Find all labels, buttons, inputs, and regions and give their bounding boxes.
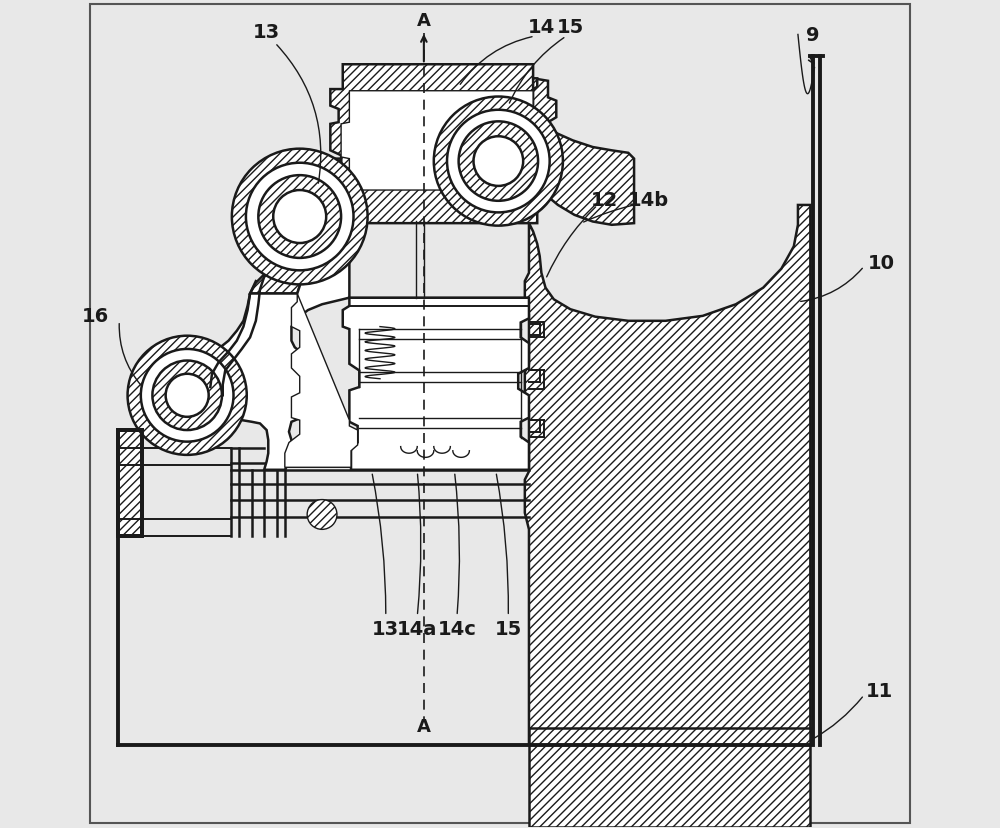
Polygon shape	[210, 257, 349, 470]
Polygon shape	[525, 205, 810, 744]
Circle shape	[128, 336, 247, 455]
Circle shape	[166, 374, 209, 417]
Text: 16: 16	[82, 307, 109, 326]
Circle shape	[447, 111, 550, 213]
Text: 14c: 14c	[438, 619, 476, 638]
Polygon shape	[118, 431, 142, 537]
Circle shape	[246, 164, 354, 271]
Circle shape	[141, 349, 234, 442]
Text: A: A	[417, 12, 431, 31]
Text: 15: 15	[495, 619, 522, 638]
Circle shape	[459, 123, 538, 201]
Polygon shape	[341, 92, 541, 190]
Polygon shape	[250, 160, 349, 294]
Circle shape	[258, 176, 341, 258]
Circle shape	[232, 150, 368, 285]
Text: 10: 10	[868, 254, 895, 273]
Text: 14a: 14a	[397, 619, 437, 638]
Text: A: A	[417, 718, 431, 735]
Text: 15: 15	[557, 17, 584, 36]
Circle shape	[474, 137, 523, 186]
Bar	[529, 728, 810, 827]
Polygon shape	[343, 298, 529, 470]
Polygon shape	[285, 294, 358, 468]
Circle shape	[434, 98, 563, 226]
Polygon shape	[529, 79, 634, 225]
Text: 11: 11	[866, 681, 893, 700]
Text: 14b: 14b	[627, 191, 669, 210]
Text: 13: 13	[253, 22, 280, 41]
Circle shape	[307, 500, 337, 530]
Text: 12: 12	[591, 191, 618, 210]
Circle shape	[273, 190, 326, 243]
Polygon shape	[330, 65, 558, 224]
Text: 9: 9	[806, 26, 820, 45]
Text: 14: 14	[528, 17, 555, 36]
Text: 13: 13	[372, 619, 399, 638]
Circle shape	[152, 361, 222, 431]
